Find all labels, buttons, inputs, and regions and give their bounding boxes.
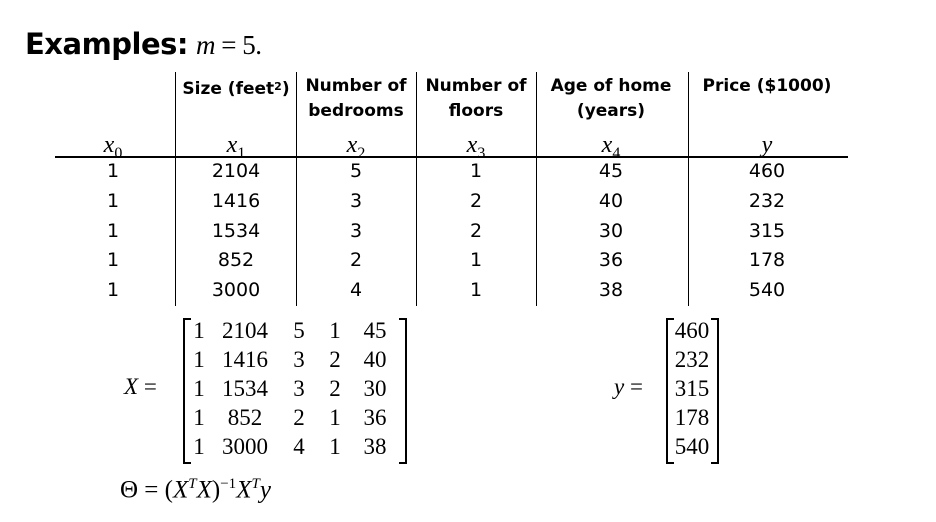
matrix-entry: 1 <box>193 434 205 459</box>
table-cell: 1 <box>469 249 483 271</box>
normal-equation: Θ = (XTX)−1XTy <box>120 476 271 504</box>
table-cell: 460 <box>748 160 786 182</box>
table-cell: 852 <box>217 249 255 271</box>
column-symbol: y <box>761 132 773 158</box>
matrix-entry: 1 <box>329 434 341 459</box>
table-cell: 1 <box>106 160 120 182</box>
table-cell: 36 <box>598 249 624 271</box>
table-cell: 232 <box>748 190 786 212</box>
vector-entry: 315 <box>674 376 710 401</box>
matrix-entry: 1534 <box>222 376 268 401</box>
column-symbol: x1 <box>226 132 246 162</box>
right-bracket <box>399 318 407 464</box>
table-cell: 315 <box>748 220 786 242</box>
table-cell: 1 <box>106 279 120 301</box>
table-cell: 1 <box>106 190 120 212</box>
table-cell: 1 <box>106 249 120 271</box>
vector-entry: 232 <box>674 347 710 372</box>
column-divider <box>175 72 176 306</box>
table-cell: 540 <box>748 279 786 301</box>
left-bracket <box>183 318 191 464</box>
matrix-entry: 4 <box>293 434 305 459</box>
matrix-entry: 1 <box>193 376 205 401</box>
title-label: Examples: <box>25 27 189 61</box>
right-bracket <box>711 318 719 464</box>
column-divider <box>416 72 417 306</box>
vector-y-label: y = <box>614 374 643 399</box>
table-cell: 2 <box>469 190 483 212</box>
matrix-entry: 2 <box>329 376 341 401</box>
table-cell: 30 <box>598 220 624 242</box>
column-symbol: x2 <box>346 132 366 162</box>
column-header: Size (feet2) <box>182 79 290 99</box>
matrix-entry: 45 <box>363 318 387 343</box>
matrix-entry: 1 <box>329 405 341 430</box>
matrix-x: 1 2104 5 1 45 1 1416 3 2 40 1 1534 3 2 30 1 852 2 1 36 1 3000… <box>188 316 398 461</box>
matrix-entry: 3000 <box>222 434 268 459</box>
matrix-entry: 5 <box>293 318 305 343</box>
matrix-entry: 40 <box>363 347 387 372</box>
title-math: m = 5. <box>196 30 262 60</box>
table-cell: 38 <box>598 279 624 301</box>
table-cell: 3000 <box>211 279 261 301</box>
column-divider <box>688 72 689 306</box>
slide-title: Examples: m = 5. <box>25 27 262 61</box>
matrix-entry: 2 <box>293 405 305 430</box>
matrix-entry: 1 <box>329 318 341 343</box>
table-cell: 1 <box>469 160 483 182</box>
vector-entry: 460 <box>674 318 710 343</box>
matrix-entry: 1 <box>193 318 205 343</box>
table-cell: 5 <box>349 160 363 182</box>
table-cell: 1416 <box>211 190 261 212</box>
table-cell: 3 <box>349 220 363 242</box>
column-symbol: x3 <box>466 132 486 162</box>
matrix-entry: 1416 <box>222 347 268 372</box>
table-cell: 40 <box>598 190 624 212</box>
matrix-entry: 30 <box>363 376 387 401</box>
matrix-entry: 3 <box>293 376 305 401</box>
column-divider <box>296 72 297 306</box>
column-divider <box>536 72 537 306</box>
column-header: Number of bedrooms <box>305 76 407 121</box>
table-cell: 1534 <box>211 220 261 242</box>
matrix-x-label: X = <box>124 374 157 399</box>
table-cell: 1 <box>106 220 120 242</box>
column-symbol: x4 <box>601 132 621 162</box>
header-rule <box>55 156 848 158</box>
matrix-entry: 36 <box>363 405 387 430</box>
matrix-entry: 1 <box>193 347 205 372</box>
matrix-entry: 1 <box>193 405 205 430</box>
matrix-entry: 38 <box>363 434 387 459</box>
table-cell: 2 <box>349 249 363 271</box>
table-cell: 1 <box>469 279 483 301</box>
column-header: Number of floors <box>425 76 527 121</box>
column-symbol: x0 <box>103 132 123 162</box>
matrix-entry: 2104 <box>222 318 268 343</box>
table-cell: 2104 <box>211 160 261 182</box>
matrix-entry: 852 <box>227 405 263 430</box>
table-cell: 3 <box>349 190 363 212</box>
vector-entry: 540 <box>674 434 710 459</box>
table-cell: 2 <box>469 220 483 242</box>
vector-y: 460 232 315 178 540 <box>670 316 714 461</box>
column-header: Age of home (years) <box>550 76 672 121</box>
matrix-entry: 3 <box>293 347 305 372</box>
column-header: Price ($1000) <box>702 76 832 96</box>
table-cell: 4 <box>349 279 363 301</box>
vector-entry: 178 <box>674 405 710 430</box>
left-bracket <box>666 318 674 464</box>
matrix-entry: 2 <box>329 347 341 372</box>
table-cell: 178 <box>748 249 786 271</box>
table-cell: 45 <box>598 160 624 182</box>
